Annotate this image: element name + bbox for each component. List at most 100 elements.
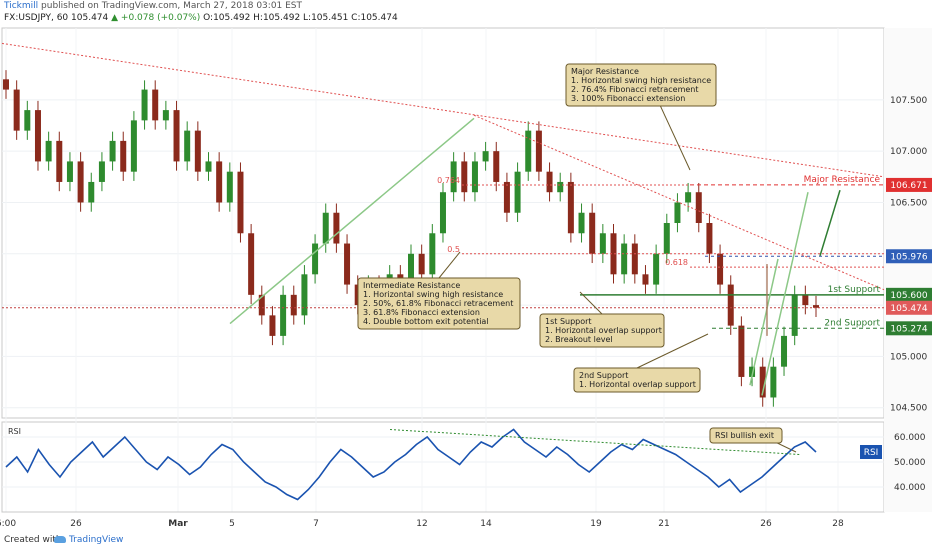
candle-body <box>120 140 127 172</box>
tradingview-link[interactable]: TradingView <box>54 535 123 545</box>
x-tick-label: 7 <box>313 519 319 529</box>
level-price-label: 106.671 <box>890 181 927 191</box>
candle-body <box>237 171 244 234</box>
candle-body <box>280 294 287 336</box>
rsi-panel-label: RSI <box>8 427 21 436</box>
x-tick-label: 21 <box>658 519 669 529</box>
level-price-label: 105.976 <box>890 252 927 262</box>
symbol-info: FX:USDJPY, 60 105.474 ▲ +0.078 (+0.07%) … <box>4 13 398 23</box>
projection-arrow <box>819 189 841 257</box>
created-with-text: Created with <box>4 535 62 545</box>
price-tick-label: 107.000 <box>890 147 927 157</box>
rsi-line <box>5 428 817 501</box>
price-tick-label: 107.500 <box>890 96 927 106</box>
chart-header: Tickmill published on TradingView.com, M… <box>0 0 932 26</box>
price-chart[interactable]: 107.500107.000106.500106.000105.500105.0… <box>0 0 932 532</box>
candle-body <box>322 212 329 244</box>
candle-body <box>535 130 542 172</box>
callout-text: 1. Horizontal swing high resistance <box>363 290 503 299</box>
level-price-tag <box>886 177 932 192</box>
candle-body <box>429 233 436 275</box>
level-price-tag <box>886 321 932 336</box>
x-tick-label: 6:00 <box>0 519 16 529</box>
rsi-bullish-exit-callout: RSI bullish exit <box>709 427 797 453</box>
footer: Created with TradingView <box>0 532 932 550</box>
candle-body <box>621 243 628 275</box>
candle-body <box>642 274 649 285</box>
candle-body <box>781 335 788 367</box>
candle-body <box>248 233 255 295</box>
candle-body <box>631 243 638 275</box>
x-tick-label: 5 <box>229 519 235 529</box>
candle-body <box>13 89 20 131</box>
x-tick-label: 19 <box>590 519 602 529</box>
candle-body <box>653 253 660 285</box>
candle-body <box>141 89 148 121</box>
callout-box <box>709 427 783 444</box>
candle-body <box>205 161 212 172</box>
level-price-tag <box>886 287 932 302</box>
candle-body <box>503 181 510 213</box>
callout-box <box>573 367 701 393</box>
callout-text: RSI bullish exit <box>715 431 774 440</box>
rsi-tick-label: 40.000 <box>894 483 926 493</box>
candle-body <box>802 294 809 306</box>
candle-body <box>24 110 31 131</box>
candle-body <box>344 243 351 285</box>
candle-body <box>471 161 478 193</box>
candle-body <box>258 294 265 316</box>
callout-text: 1. Horizontal swing high resistance <box>571 76 711 85</box>
candles <box>3 70 819 407</box>
callout-box <box>357 277 521 330</box>
callout-text: 2nd Support <box>579 371 628 380</box>
candle-body <box>56 140 63 182</box>
candle-body <box>482 151 489 162</box>
level-name-label: 2nd Support <box>824 318 880 328</box>
published-text: published on TradingView.com, March 27, … <box>41 1 303 11</box>
x-tick-label: 12 <box>416 519 427 529</box>
candle-body <box>567 181 574 234</box>
candle-body <box>290 294 297 316</box>
candle-body <box>312 243 319 275</box>
level-price-label: 105.274 <box>890 324 927 334</box>
price-axis <box>884 28 932 512</box>
candle-body <box>695 192 702 223</box>
callout-text: 3. 61.8% Fibonacci extension <box>363 308 480 317</box>
candle-body <box>66 161 73 182</box>
callout-text: 4. Double bottom exit potential <box>363 317 489 326</box>
candle-body <box>109 140 116 162</box>
callout-pointer <box>438 251 461 279</box>
candle-body <box>461 161 468 193</box>
publisher-name[interactable]: Tickmill <box>4 1 39 11</box>
candle-body <box>3 79 9 90</box>
callout-pointer <box>636 333 709 369</box>
candle-body <box>546 171 553 193</box>
x-tick-label: 26 <box>70 519 82 529</box>
callout-box <box>565 63 717 107</box>
candle-body <box>45 140 52 162</box>
x-tick-label: Mar <box>168 519 188 529</box>
candle-body <box>493 151 500 182</box>
publish-info: Tickmill published on TradingView.com, M… <box>4 1 302 11</box>
candle-body <box>162 110 169 121</box>
candle-body <box>173 110 180 162</box>
x-tick-label: 28 <box>832 519 844 529</box>
callout-text: 1st Support <box>545 317 592 326</box>
callout-text: 3. 100% Fibonacci extension <box>571 94 685 103</box>
callout-text: 2. Breakout level <box>545 335 613 344</box>
candle-body <box>333 212 340 244</box>
price-tick-label: 105.000 <box>890 352 927 362</box>
candle-body <box>152 89 159 121</box>
candle-body <box>226 171 233 203</box>
candle-body <box>269 315 276 336</box>
fib-level-label: 0.764 <box>437 176 460 185</box>
rsi-tick-label: 60.000 <box>894 433 926 443</box>
candle-body <box>791 294 798 336</box>
rsi-current-tag <box>860 445 882 459</box>
candle-body <box>770 366 777 398</box>
candle-body <box>738 325 745 377</box>
projection-arrow <box>749 258 779 386</box>
